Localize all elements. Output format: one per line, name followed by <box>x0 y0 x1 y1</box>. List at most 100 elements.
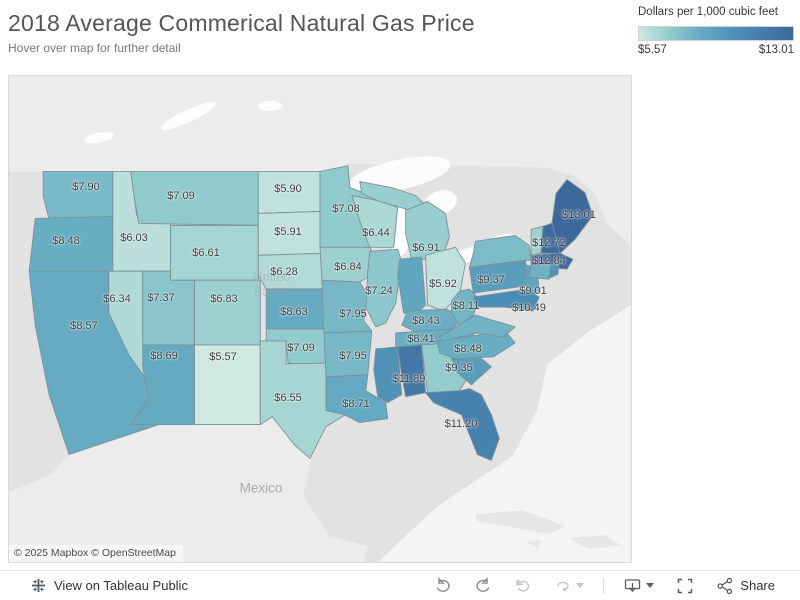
price-label-nd: $5.90 <box>274 183 302 195</box>
price-label-wv: $8.11 <box>452 300 480 312</box>
price-label-ca: $8.57 <box>70 320 98 332</box>
state-in[interactable] <box>397 256 427 316</box>
basemap-label: Mexico <box>239 480 283 496</box>
price-label-ar: $7.95 <box>339 350 367 362</box>
lake-shape <box>161 102 216 130</box>
price-label-nm: $5.57 <box>209 351 237 363</box>
price-label-ma: $12.84 <box>532 255 566 267</box>
price-label-tn: $8.41 <box>407 333 435 345</box>
price-label-md: $10.49 <box>512 302 546 314</box>
canada-landmass <box>9 76 631 246</box>
legend-min: $5.57 <box>638 44 667 56</box>
price-label-az: $8.69 <box>150 350 178 362</box>
price-label-co: $6.83 <box>210 293 238 305</box>
state-al[interactable] <box>397 344 427 398</box>
price-label-mt: $7.09 <box>167 190 195 202</box>
state-mi[interactable] <box>405 201 450 260</box>
legend-gradient[interactable] <box>638 26 794 41</box>
baja-peninsula <box>61 460 101 539</box>
jamaica-island <box>525 540 542 549</box>
state-ny[interactable] <box>468 234 532 268</box>
price-label-fl: $11.20 <box>444 418 478 430</box>
state-la[interactable] <box>325 374 389 424</box>
share-button[interactable]: Share <box>705 572 786 600</box>
lake-shape <box>348 156 451 193</box>
toolbar-actions: Share <box>423 572 786 600</box>
download-caret-icon <box>646 582 655 588</box>
legend-max: $13.01 <box>758 44 794 56</box>
mexico-landmass <box>9 416 368 562</box>
price-label-nv: $6.34 <box>103 293 131 305</box>
price-label-mi: $6.91 <box>412 242 440 254</box>
page-title: 2018 Average Commerical Natural Gas Pric… <box>8 10 475 36</box>
price-label-wa: $7.90 <box>72 181 100 193</box>
tableau-logo-icon <box>32 579 45 592</box>
atlantic-ocean <box>377 305 631 562</box>
price-label-oh: $5.92 <box>429 278 457 290</box>
page-subtitle: Hover over map for further detail <box>8 41 181 55</box>
state-mi[interactable] <box>359 181 425 210</box>
state-me[interactable] <box>551 179 594 254</box>
state-ut[interactable] <box>142 270 195 346</box>
redo-icon <box>476 576 490 592</box>
view-on-tableau-public-label: View on Tableau Public <box>54 578 188 593</box>
price-label-id: $6.03 <box>120 232 148 244</box>
undo-button[interactable] <box>423 572 463 600</box>
reset-button[interactable] <box>503 572 543 600</box>
price-label-sd: $5.91 <box>274 226 302 238</box>
basemap-label: United States <box>253 269 291 299</box>
legend-title: Dollars per 1,000 cubic feet <box>638 6 778 18</box>
price-label-ok: $7.09 <box>287 342 315 354</box>
map-attribution: © 2025 Mapbox © OpenStreetMap <box>9 545 183 562</box>
state-va[interactable] <box>439 314 516 342</box>
reset-icon <box>516 578 530 592</box>
hispaniola-island <box>568 535 621 550</box>
price-label-nh: $12.72 <box>532 237 566 249</box>
replay-icon <box>557 581 569 592</box>
state-md[interactable] <box>472 288 540 312</box>
price-label-ut: $7.37 <box>147 292 175 304</box>
fullscreen-button[interactable] <box>665 572 705 600</box>
state-fl[interactable] <box>425 388 500 461</box>
lake-shape <box>258 100 283 111</box>
price-label-ks: $8.63 <box>280 306 308 318</box>
price-label-il: $7.24 <box>365 285 393 297</box>
price-label-wi: $6.44 <box>362 227 390 239</box>
state-mt[interactable] <box>130 171 259 226</box>
price-label-ne: $6.28 <box>270 266 298 278</box>
state-wv[interactable] <box>451 288 480 326</box>
bottom-toolbar: View on Tableau Public <box>0 570 800 600</box>
price-label-tx: $6.55 <box>274 392 302 404</box>
download-icon <box>625 578 641 592</box>
map-canvas[interactable] <box>9 76 631 562</box>
lake-shape <box>84 132 114 144</box>
toolbar-separator <box>603 577 605 594</box>
price-label-sc: $9.35 <box>445 362 473 374</box>
cuba-island <box>475 510 565 535</box>
share-label: Share <box>740 578 775 593</box>
fullscreen-icon <box>678 578 693 593</box>
state-il[interactable] <box>365 248 403 328</box>
state-ct[interactable] <box>528 263 552 280</box>
choropleth-map[interactable]: $7.90 $8.48 $8.57 $6.03 $6.34 $7.09 $6.61 $7.37… <box>8 75 632 563</box>
price-label-ky: $8.43 <box>412 315 440 327</box>
share-icon <box>717 577 733 594</box>
price-label-me: $13.01 <box>562 209 596 221</box>
state-wa[interactable] <box>42 171 114 220</box>
price-label-la: $8.71 <box>342 398 370 410</box>
state-ri[interactable] <box>548 261 560 279</box>
price-label-or: $8.48 <box>52 235 80 247</box>
download-button[interactable] <box>612 572 665 600</box>
undo-icon <box>436 576 450 592</box>
view-on-tableau-public-link[interactable]: View on Tableau Public <box>30 577 188 594</box>
replay-caret-icon <box>576 582 585 588</box>
replay-button[interactable] <box>543 572 595 600</box>
redo-button[interactable] <box>463 572 503 600</box>
price-label-wy: $6.61 <box>192 247 220 259</box>
price-label-pa: $9.37 <box>477 274 505 286</box>
color-legend: Dollars per 1,000 cubic feet $5.57 $13.0… <box>638 6 794 56</box>
price-label-nj: $9.01 <box>519 285 547 297</box>
price-label-mn: $7.08 <box>332 203 360 215</box>
price-label-ia: $6.84 <box>334 261 362 273</box>
